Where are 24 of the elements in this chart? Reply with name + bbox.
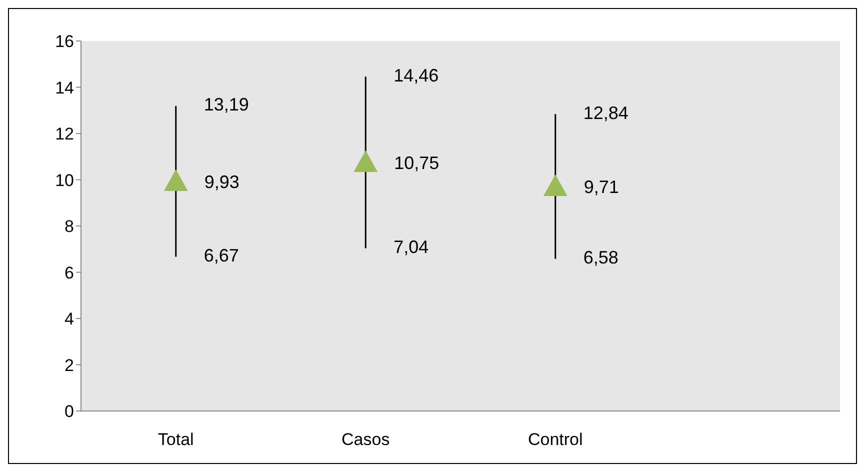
point: [354, 150, 378, 172]
data-label: 9,93: [204, 172, 240, 192]
y-tick-label: 10: [55, 170, 74, 190]
y-tick-label: 2: [64, 356, 74, 375]
y-tick-label: 12: [55, 124, 74, 144]
y-tick-label: 6: [64, 263, 74, 282]
annotation: 13,19: [204, 94, 249, 115]
y-tick-label: 16: [55, 32, 74, 52]
y-tick-label: 8: [64, 217, 74, 236]
y-tick-label: 0: [64, 402, 74, 422]
annotation: 14,46: [394, 65, 439, 86]
x-tick-label: Casos: [342, 430, 390, 450]
annotation: 7,04: [394, 236, 429, 257]
data-label: 9,71: [584, 176, 619, 197]
point: [543, 174, 568, 196]
data-label: 10,75: [394, 152, 440, 173]
y-tick-label: 14: [55, 78, 74, 98]
point: [164, 169, 188, 191]
y-tick-label: 4: [64, 310, 74, 329]
annotation: 12,84: [583, 102, 628, 123]
x-tick-label: Control: [528, 430, 583, 450]
annotation: 6,67: [204, 246, 239, 266]
x-tick-label: Total: [158, 430, 194, 450]
annotation: 6,58: [583, 248, 618, 268]
